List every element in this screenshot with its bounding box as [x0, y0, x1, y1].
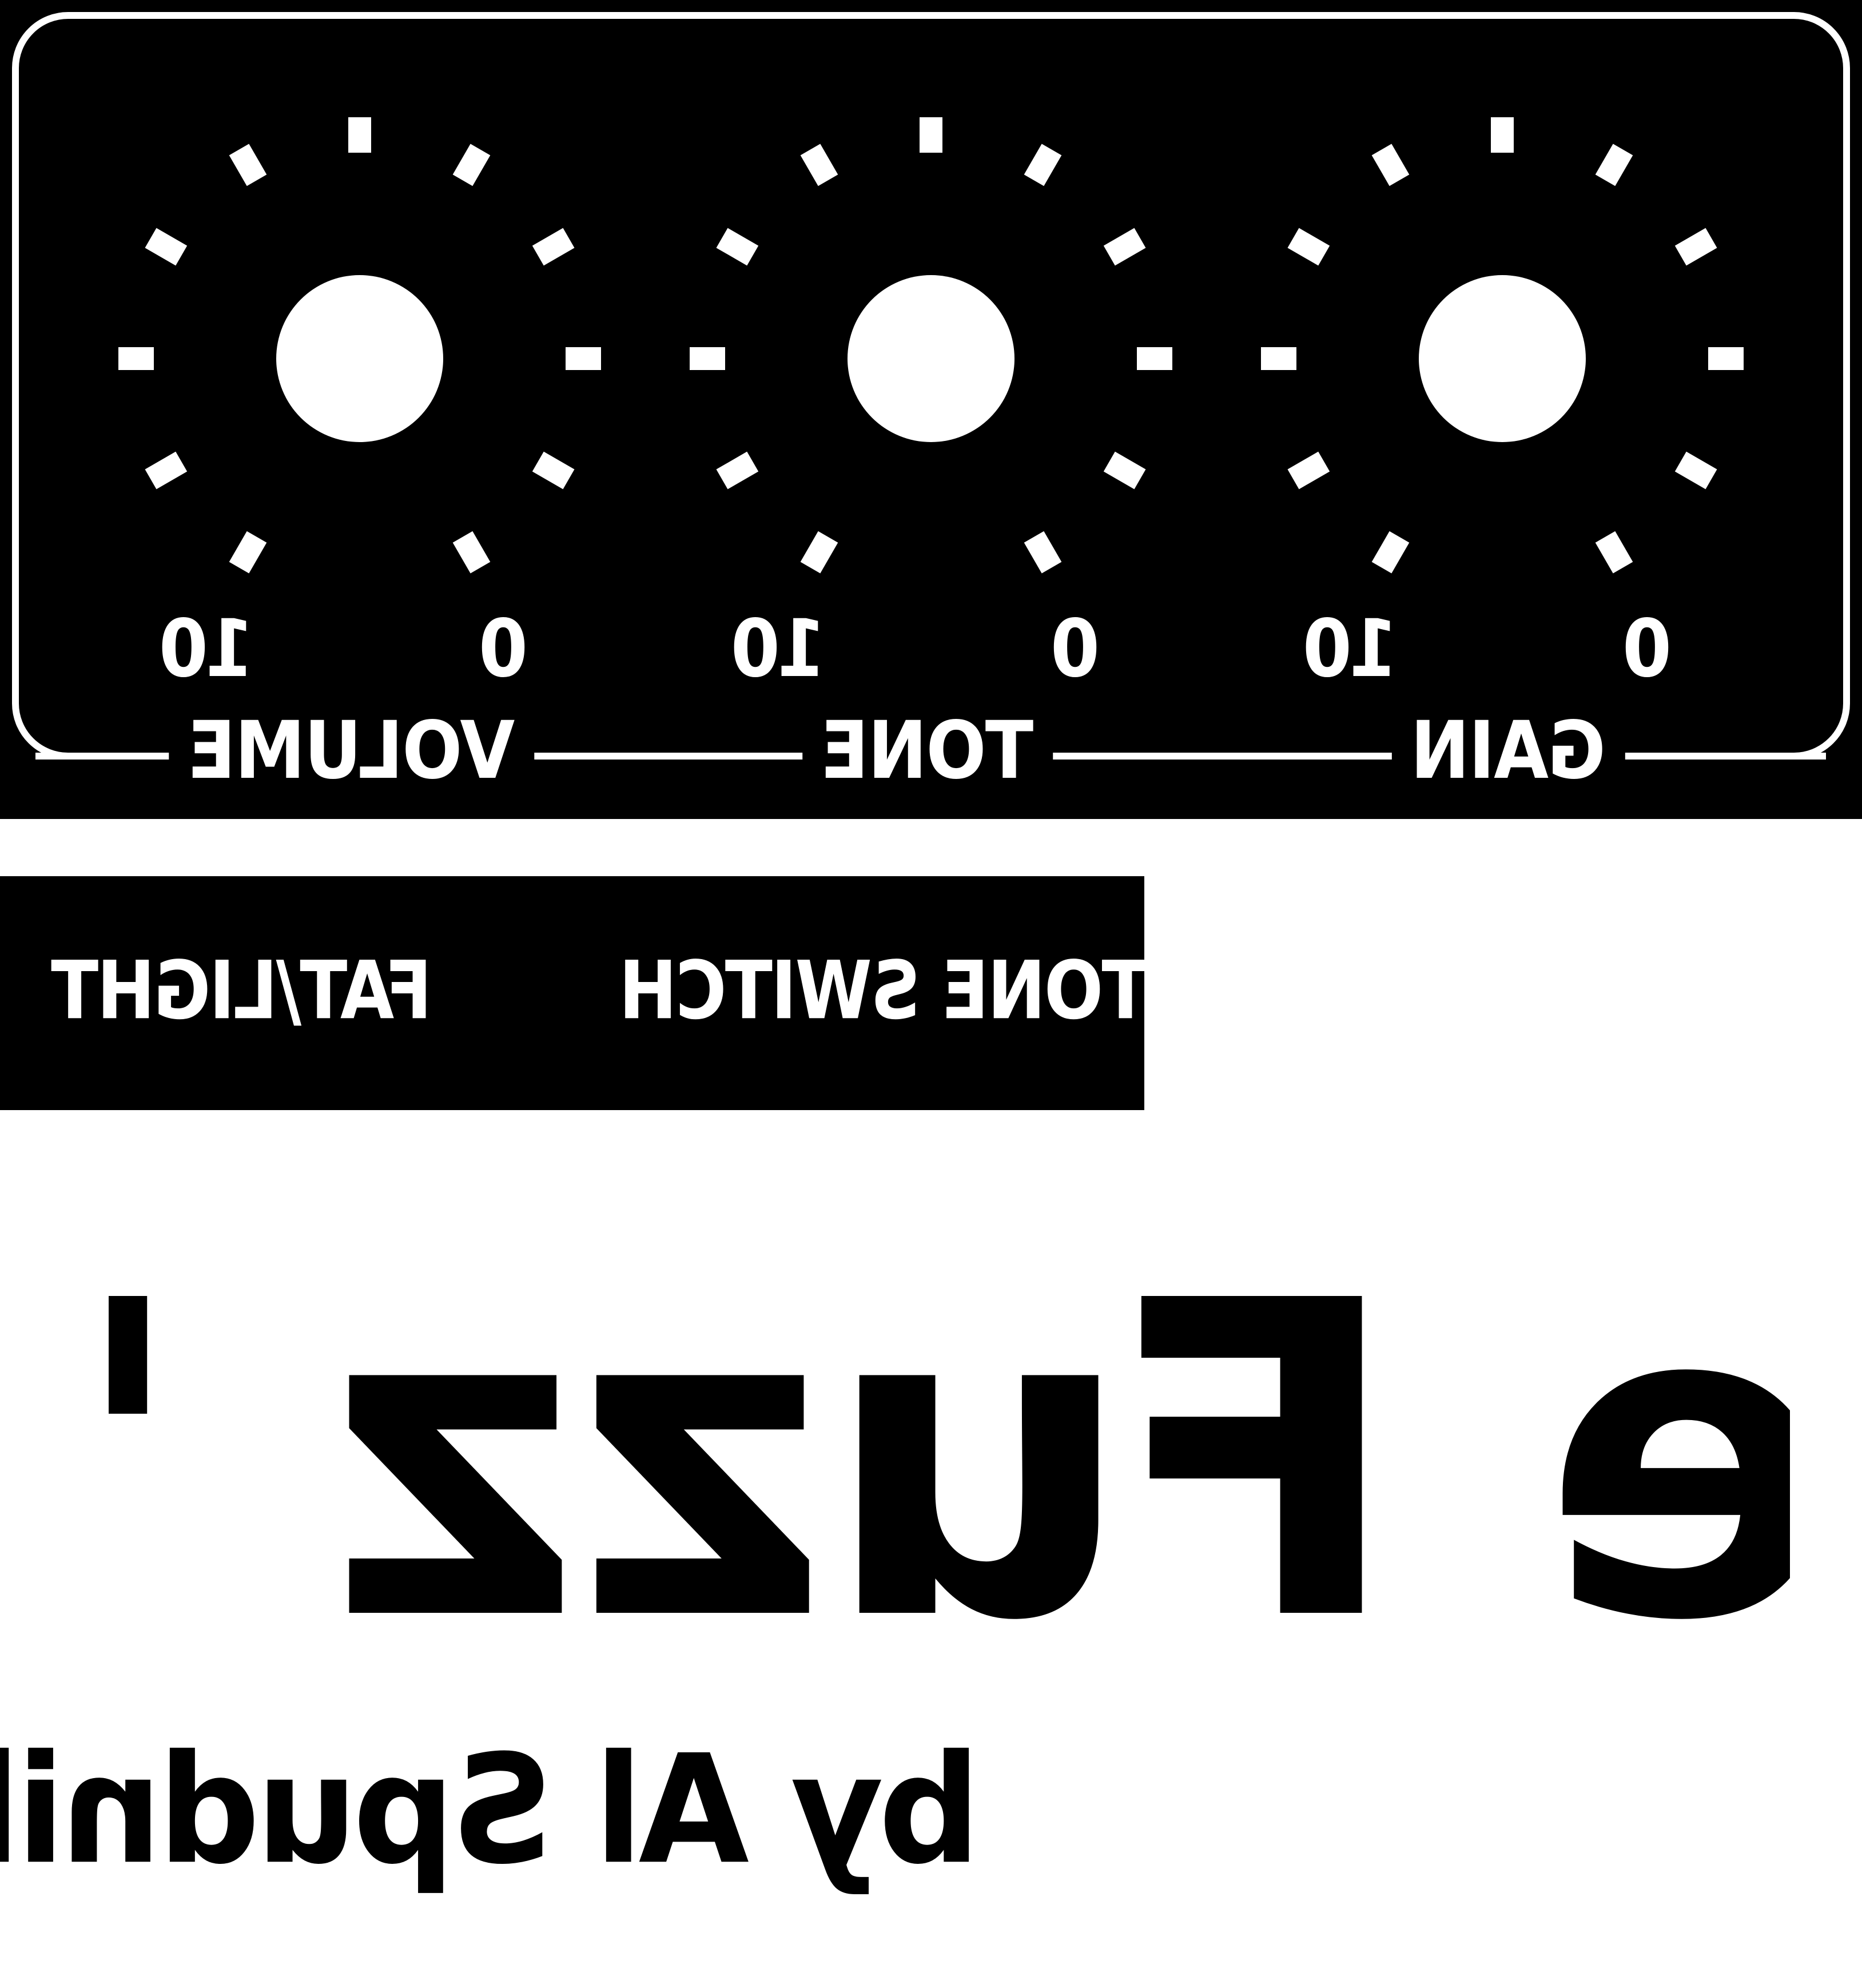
- tone-label: TONE: [802, 696, 1053, 806]
- gain-tick-mark: [1287, 451, 1330, 490]
- volume-tick-mark: [452, 144, 491, 186]
- gain-tick-mark: [1674, 451, 1717, 490]
- tone-tick-mark: [1024, 531, 1062, 574]
- tone-tick-mark: [716, 228, 759, 266]
- volume-tick-mark: [532, 451, 575, 490]
- title-svg: The Fuzz '64: [109, 1210, 1790, 1693]
- volume-tick-mark: [145, 228, 188, 266]
- pedal-subtitle: by Al Spudnik: [0, 1722, 981, 1898]
- volume-label: VOLUME: [169, 696, 535, 806]
- volume-max-label: 10: [162, 603, 254, 695]
- volume-tick-mark: [229, 144, 267, 186]
- switch-panel: TONE SWITCH FAT/LIGHT: [0, 876, 1149, 1110]
- volume-tick-mark: [229, 531, 267, 574]
- tone-knob-hole: [848, 275, 1014, 442]
- gain-tick-mark: [1595, 144, 1633, 186]
- knob-panel: 10 0 VOLUME 10 0 TONE 10 0 GAIN: [0, 0, 1862, 819]
- gain-tick-mark: [1371, 144, 1410, 186]
- volume-tick-mark: [452, 531, 491, 574]
- knob-panel-graphics: [12, 12, 1850, 760]
- gain-tick-mark: [1371, 531, 1410, 574]
- tone-tick-mark: [800, 144, 838, 186]
- gain-knob-hole: [1419, 275, 1586, 442]
- tone-switch-label: TONE SWITCH: [620, 944, 1149, 1037]
- tone-tick-mark: [1024, 144, 1062, 186]
- volume-knob-hole: [276, 275, 443, 442]
- title-block: The Fuzz '64: [109, 1201, 1790, 1693]
- tone-tick-mark: [1103, 451, 1146, 490]
- tone-tick-mark: [1103, 228, 1146, 266]
- tone-tick-mark: [716, 451, 759, 490]
- tone-min-label: 0: [1053, 603, 1100, 695]
- volume-tick-mark: [145, 451, 188, 490]
- gain-min-label: 0: [1625, 603, 1672, 695]
- tone-tick-mark: [800, 531, 838, 574]
- gain-label: GAIN: [1392, 696, 1625, 806]
- fat-light-label: FAT/LIGHT: [53, 944, 432, 1037]
- tone-max-label: 10: [734, 603, 826, 695]
- gain-tick-mark: [1595, 531, 1633, 574]
- gain-tick-mark: [1674, 228, 1717, 266]
- gain-max-label: 10: [1306, 603, 1398, 695]
- volume-tick-mark: [532, 228, 575, 266]
- volume-min-label: 0: [482, 603, 528, 695]
- gain-tick-mark: [1287, 228, 1330, 266]
- pedal-title: The Fuzz '64: [109, 1210, 1790, 1693]
